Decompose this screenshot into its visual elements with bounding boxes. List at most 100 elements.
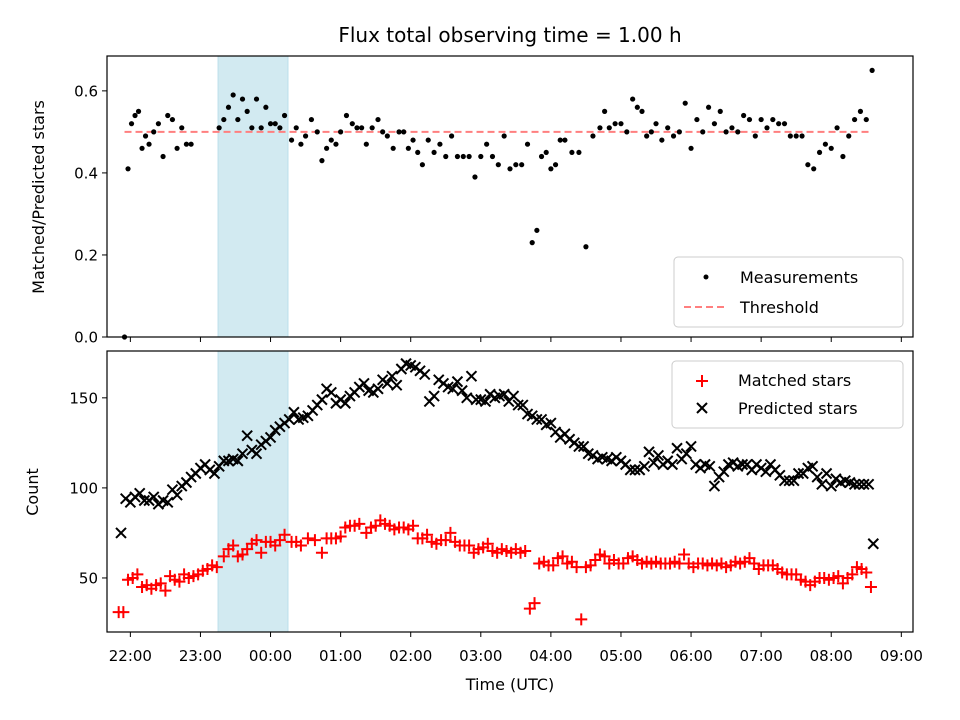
measurement-point (513, 162, 519, 168)
matched-star-point (117, 606, 130, 619)
predicted-star-point (316, 393, 328, 406)
measurement-point (770, 116, 776, 123)
measurement-point (682, 100, 688, 106)
predicted-star-point (479, 395, 492, 408)
top-y-tick-label: 0.4 (74, 164, 98, 182)
matched-star-point (556, 550, 569, 563)
measurement-point (179, 125, 185, 131)
predicted-star-point (862, 478, 875, 491)
measurement-point (576, 149, 582, 156)
measurement-point (694, 116, 700, 123)
measurement-point (375, 116, 381, 123)
bottom-x-tick-label: 22:00 (109, 647, 152, 665)
predicted-star-point (325, 386, 337, 399)
measurement-point (630, 96, 636, 102)
predicted-star-point (358, 377, 370, 390)
predicted-star-point (148, 491, 160, 503)
matched-star-point (301, 532, 314, 545)
matched-star-point (210, 561, 223, 574)
bottom-x-axis: 22:00 23:00 00:00 01:00 02:00 03:00 04:00 05:00… (109, 632, 923, 665)
measurement-point (253, 96, 260, 102)
predicted-star-point (643, 446, 655, 458)
predicted-star-point (115, 527, 127, 539)
predicted-star-point (638, 460, 651, 472)
measurement-point (752, 133, 758, 139)
measurement-point (298, 141, 304, 147)
predicted-star-point (138, 494, 151, 507)
measurement-point (225, 104, 232, 110)
measurement-point (717, 108, 723, 114)
matched-star-point (353, 517, 366, 530)
predicted-star-point (218, 455, 230, 467)
measurement-point (139, 145, 145, 151)
matched-star-point (154, 577, 167, 590)
measurement-point (648, 129, 654, 135)
measurement-point (538, 153, 545, 160)
measurement-point (639, 108, 645, 114)
measurement-point (128, 121, 135, 127)
measurement-point (811, 166, 817, 172)
measurement-point (700, 129, 706, 135)
matched-star-point (481, 537, 494, 550)
measurement-point (729, 125, 735, 131)
predicted-star-point (461, 392, 473, 404)
legend-measurements-marker (703, 274, 709, 280)
measurement-point (437, 141, 443, 147)
measurement-point (764, 125, 770, 131)
predicted-star-point (685, 440, 697, 453)
predicted-star-point (283, 413, 295, 426)
measurement-point (349, 121, 355, 127)
predicted-star-point (133, 487, 146, 500)
measurement-point (308, 116, 315, 123)
predicted-star-point (162, 496, 174, 509)
measurement-point (244, 108, 250, 114)
measurement-point (328, 137, 334, 143)
top-y-tick-label: 0.2 (74, 246, 98, 264)
predicted-star-point (816, 478, 828, 491)
measurement-point (583, 244, 589, 250)
matched-star-point (131, 568, 144, 581)
matched-star-point (846, 568, 859, 581)
measurement-point (277, 125, 283, 131)
predicted-star-point (848, 478, 861, 491)
measurement-point (799, 133, 805, 139)
measurement-point (431, 149, 437, 156)
legend-threshold-label: Threshold (739, 298, 819, 317)
measurement-point (489, 153, 496, 160)
matched-star-point (528, 597, 541, 610)
measurement-point (805, 162, 811, 168)
bottom-y-tick-label: 150 (69, 389, 98, 407)
bottom-x-tick-label: 09:00 (880, 647, 923, 665)
measurement-point (653, 121, 659, 127)
matched-star-point (334, 530, 347, 543)
measurement-point (793, 133, 799, 139)
bottom-legend: Matched stars Predicted stars (671, 360, 904, 429)
legend-matched-label: Matched stars (738, 371, 851, 390)
matched-star-point (250, 534, 263, 547)
top-panel: 0.0 0.2 0.4 0.6 Matched/Predicted stars Mea… (29, 55, 914, 347)
measurement-point (705, 104, 712, 110)
measurement-point (590, 133, 596, 139)
predicted-star-point (498, 388, 510, 400)
top-y-axis-label: Matched/Predicted stars (29, 100, 48, 294)
matched-star-point (308, 534, 321, 547)
top-panel-frame (106, 55, 914, 338)
measurement-point (543, 149, 549, 156)
measurement-point (529, 240, 535, 246)
matched-star-point (217, 550, 230, 563)
predicted-star-point (811, 471, 823, 483)
measurement-point (363, 141, 369, 147)
measurement-point (534, 227, 540, 233)
bottom-x-tick-label: 04:00 (529, 647, 572, 665)
measurement-point (319, 158, 325, 164)
matched-star-point (444, 526, 457, 539)
predicted-star-point (456, 384, 468, 397)
measurement-point (142, 133, 149, 139)
bottom-x-axis-label: Time (UTC) (465, 675, 554, 694)
predicted-star-point (760, 465, 772, 478)
measurement-point (495, 162, 501, 168)
measurement-point (519, 162, 525, 168)
bottom-x-tick-label: 03:00 (459, 647, 502, 665)
predicted-star-point (858, 478, 870, 491)
predicted-star-point (783, 474, 795, 487)
